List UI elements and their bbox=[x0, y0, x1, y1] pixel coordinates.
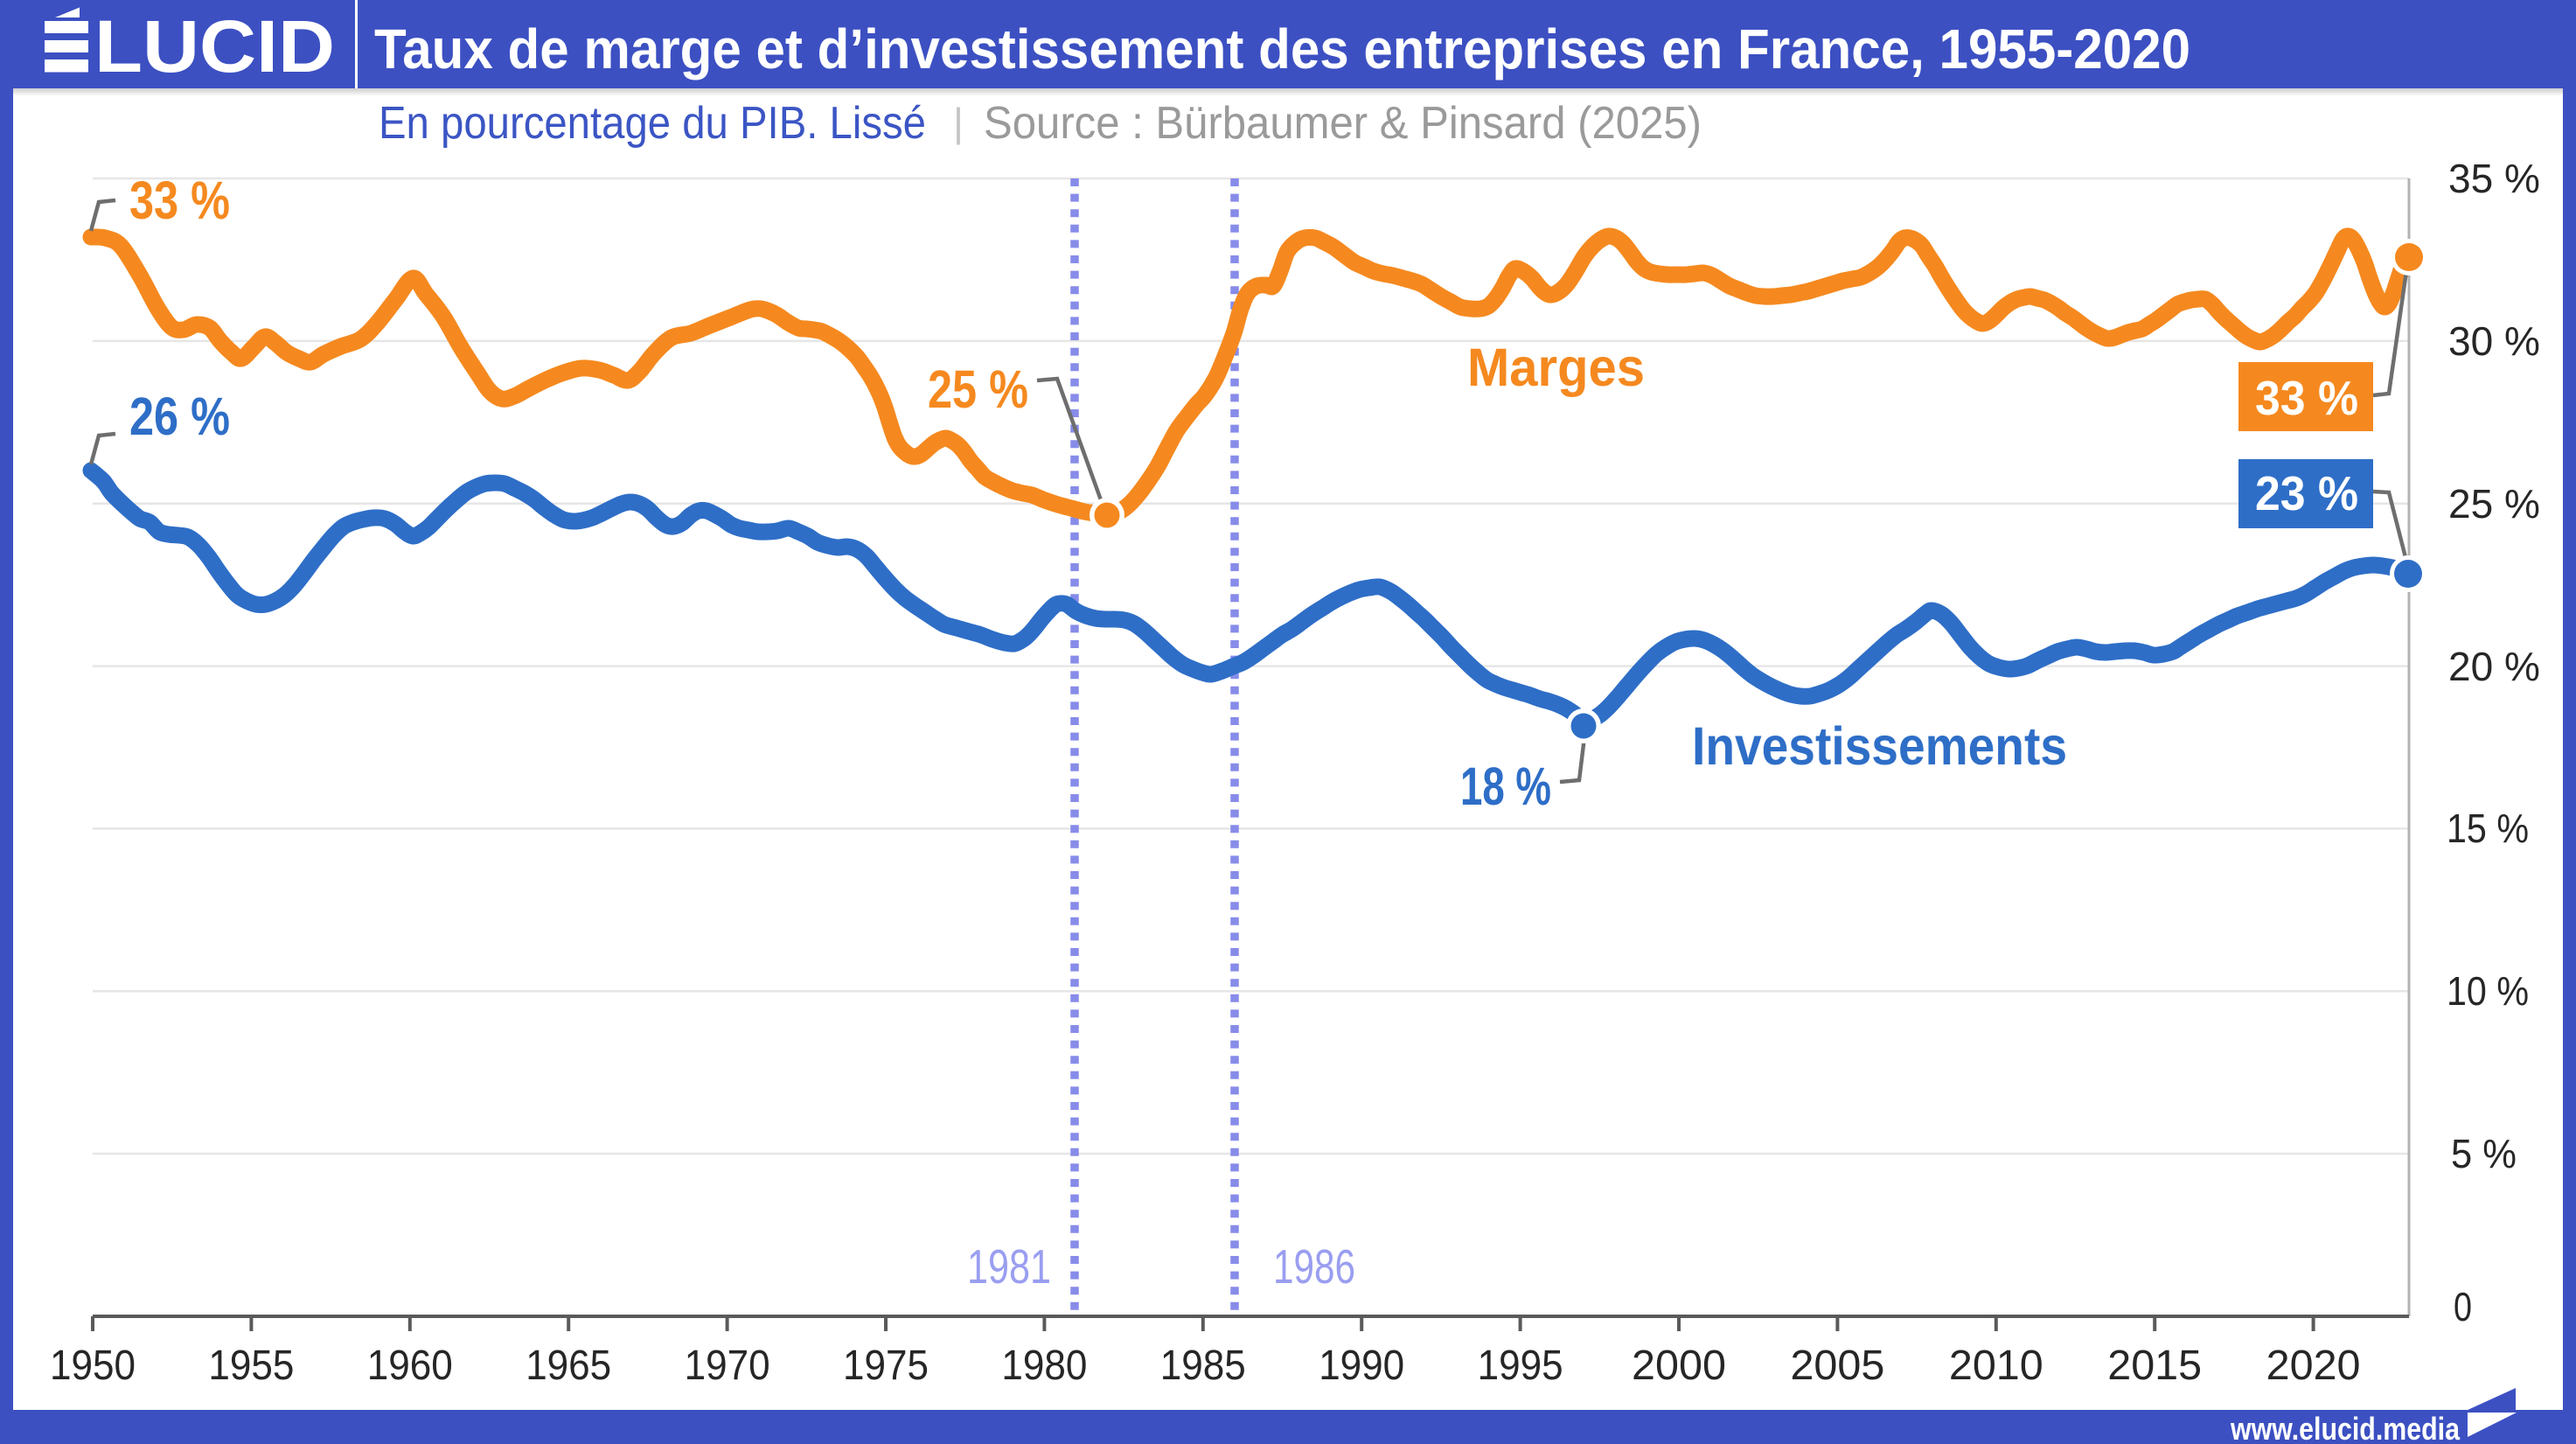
svg-text:0: 0 bbox=[2454, 1284, 2472, 1329]
svg-text:25 %: 25 % bbox=[928, 359, 1028, 419]
svg-text:18 %: 18 % bbox=[1460, 757, 1551, 816]
svg-text:23 %: 23 % bbox=[2255, 466, 2358, 520]
svg-text:LUCID: LUCID bbox=[94, 5, 335, 87]
svg-text:1985: 1985 bbox=[1160, 1342, 1246, 1389]
svg-text:30 %: 30 % bbox=[2448, 318, 2540, 364]
svg-text:2005: 2005 bbox=[1790, 1342, 1884, 1389]
svg-text:26 %: 26 % bbox=[129, 387, 230, 446]
svg-text:Taux de marge et d’investissem: Taux de marge et d’investissement des en… bbox=[374, 17, 2190, 80]
svg-text:Investissements: Investissements bbox=[1692, 716, 2067, 776]
svg-text:|: | bbox=[953, 100, 964, 145]
svg-text:1981: 1981 bbox=[967, 1239, 1051, 1294]
svg-text:35 %: 35 % bbox=[2448, 156, 2540, 201]
svg-text:Source : Bürbaumer & Pinsard (: Source : Bürbaumer & Pinsard (2025) bbox=[984, 98, 1702, 149]
svg-text:1980: 1980 bbox=[1001, 1342, 1087, 1389]
svg-text:20 %: 20 % bbox=[2448, 644, 2540, 689]
svg-text:2000: 2000 bbox=[1632, 1342, 1726, 1389]
svg-text:www.elucid.media: www.elucid.media bbox=[2230, 1411, 2461, 1444]
svg-text:1965: 1965 bbox=[526, 1342, 611, 1389]
svg-text:1990: 1990 bbox=[1319, 1342, 1404, 1389]
svg-text:15 %: 15 % bbox=[2447, 806, 2529, 851]
svg-text:1986: 1986 bbox=[1273, 1239, 1355, 1294]
svg-text:1975: 1975 bbox=[843, 1342, 929, 1389]
svg-text:1950: 1950 bbox=[50, 1342, 136, 1389]
svg-text:1960: 1960 bbox=[367, 1342, 453, 1389]
svg-text:2010: 2010 bbox=[1949, 1342, 2043, 1389]
svg-text:1955: 1955 bbox=[208, 1342, 294, 1389]
svg-text:25 %: 25 % bbox=[2448, 481, 2540, 527]
svg-text:1970: 1970 bbox=[685, 1342, 770, 1389]
svg-text:5 %: 5 % bbox=[2451, 1131, 2517, 1176]
svg-text:Marges: Marges bbox=[1467, 338, 1645, 397]
svg-text:10 %: 10 % bbox=[2447, 968, 2529, 1014]
svg-text:1995: 1995 bbox=[1478, 1342, 1563, 1389]
svg-text:2015: 2015 bbox=[2107, 1342, 2202, 1389]
svg-text:2020: 2020 bbox=[2266, 1342, 2361, 1389]
svg-text:En pourcentage du PIB. Lissé: En pourcentage du PIB. Lissé bbox=[379, 98, 926, 149]
svg-text:33 %: 33 % bbox=[129, 171, 230, 230]
svg-text:33 %: 33 % bbox=[2255, 371, 2358, 425]
